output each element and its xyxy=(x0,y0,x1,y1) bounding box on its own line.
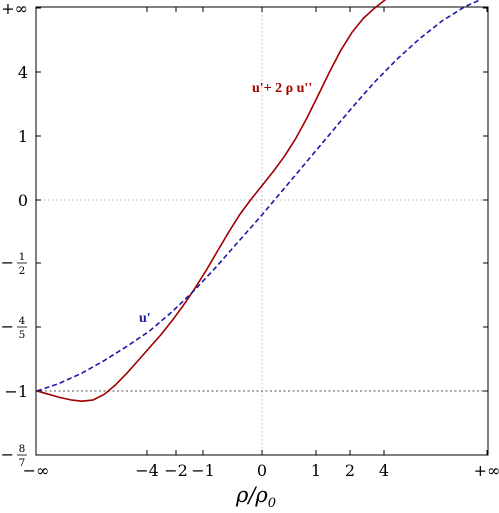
y-tick-label: −1 xyxy=(4,382,28,401)
y-axis-ticks: +∞410− 12− 45−1− 87 xyxy=(1,0,488,469)
series-lines xyxy=(36,0,482,402)
x-axis-title: ρ/ρ0 xyxy=(235,483,276,511)
series-line-blue xyxy=(36,0,482,392)
x-axis-ticks: −∞ −4 −2 −1 0 1 2 4 +∞ xyxy=(23,7,499,480)
y-tick-fraction: −1 2 xyxy=(1,251,27,277)
y-tick-label: 1 xyxy=(18,127,28,146)
y-tick-fraction-numerator: 8 xyxy=(19,443,26,455)
x-tick-label: 0 xyxy=(257,461,267,480)
x-axis-title-sub: 0 xyxy=(268,496,276,511)
y-tick-fraction-sign: − xyxy=(1,317,14,336)
y-tick-fraction-numerator: 1 xyxy=(19,251,26,263)
y-tick-label: 0 xyxy=(18,191,28,210)
y-tick-fraction-numerator: 4 xyxy=(19,315,26,327)
y-tick-fraction: −8 7 xyxy=(1,443,27,469)
y-tick-fraction-denominator: 5 xyxy=(19,329,26,341)
y-tick-label: 4 xyxy=(18,63,28,82)
x-tick-label: 4 xyxy=(379,461,389,480)
series-label-red: u'+ 2 ρ u'' xyxy=(252,81,312,96)
x-tick-label: −∞ xyxy=(23,461,50,480)
series-line-red xyxy=(36,0,387,402)
x-tick-label: 2 xyxy=(345,461,355,480)
y-tick-fraction-sign: − xyxy=(1,253,14,272)
y-tick-label: +∞ xyxy=(1,0,28,18)
y-tick-fraction-denominator: 7 xyxy=(19,457,26,469)
series-label-blue: u' xyxy=(139,311,151,326)
y-tick-fraction-denominator: 2 xyxy=(19,265,26,277)
y-tick-fraction-sign: − xyxy=(1,445,14,464)
x-tick-label: −1 xyxy=(191,461,215,480)
x-tick-label: +∞ xyxy=(474,461,499,480)
x-tick-label: −4 xyxy=(135,461,159,480)
x-tick-label: 1 xyxy=(311,461,321,480)
y-tick-fraction: −4 5 xyxy=(1,315,27,341)
x-tick-label: −2 xyxy=(164,461,188,480)
x-axis-title-main: ρ/ρ xyxy=(235,483,268,507)
reference-lines xyxy=(36,7,488,455)
